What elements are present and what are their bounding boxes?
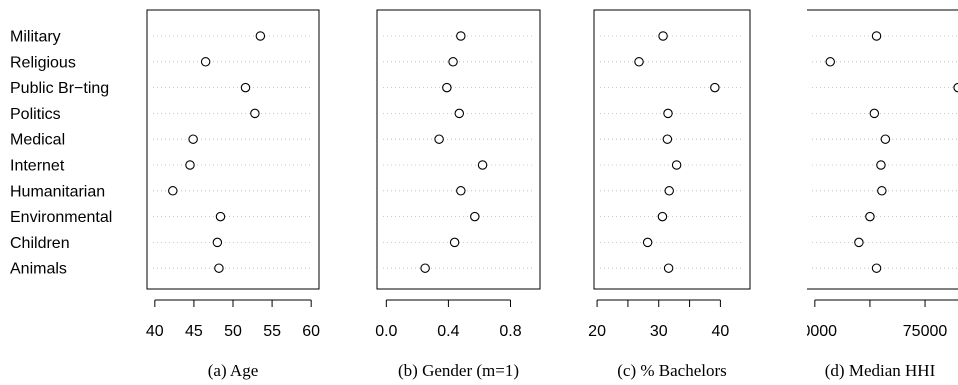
x-tick-label: 50000 <box>793 323 838 340</box>
data-point <box>658 31 668 41</box>
data-point <box>877 186 887 196</box>
data-point <box>477 160 488 170</box>
data-point <box>865 211 875 222</box>
data-point <box>825 57 835 67</box>
data-point <box>710 82 720 93</box>
data-point <box>215 211 226 222</box>
category-label: Public Br−ting <box>10 80 109 97</box>
category-label: Children <box>10 235 70 252</box>
data-point <box>448 57 458 67</box>
data-point <box>454 108 465 119</box>
panel-c: 20 30 40 <box>588 9 751 340</box>
data-point <box>869 108 880 119</box>
x-tick-label: 0.8 <box>499 323 521 340</box>
data-point <box>876 160 886 170</box>
data-point <box>168 186 178 196</box>
category-label: Environmental <box>10 209 112 226</box>
panel-caption: (c) % Bachelors <box>617 361 727 380</box>
data-point <box>434 134 444 144</box>
data-point <box>442 82 452 93</box>
x-tick-label: 20 <box>588 323 606 340</box>
data-point <box>449 237 460 248</box>
category-label: Animals <box>10 261 67 278</box>
data-point <box>664 186 674 196</box>
panel-caption: (a) Age <box>208 361 259 380</box>
data-point <box>663 263 674 273</box>
data-point <box>871 31 882 41</box>
x-tick-label: 75000 <box>903 323 948 340</box>
data-point <box>214 263 224 273</box>
data-point <box>642 237 653 248</box>
data-point <box>663 108 673 119</box>
x-tick-label: 0.0 <box>375 323 397 340</box>
category-label: Military <box>10 29 61 46</box>
data-point <box>456 186 466 196</box>
data-point <box>953 82 958 93</box>
data-point <box>854 237 864 248</box>
x-tick-label: 40 <box>712 323 730 340</box>
panel-a: 40 45 50 55 60 <box>146 9 320 340</box>
plot-frame <box>807 9 958 290</box>
panel-caption: (d) Median HHI <box>825 361 936 380</box>
category-label: Religious <box>10 54 76 71</box>
data-point <box>255 31 266 41</box>
data-point <box>200 57 211 67</box>
x-tick-label: 60 <box>302 323 320 340</box>
data-point <box>212 237 223 248</box>
data-point <box>240 82 251 93</box>
x-tick-label: 45 <box>185 323 203 340</box>
category-label: Internet <box>10 158 65 175</box>
plot-frame <box>146 9 320 290</box>
panel-d: 50000 75000 <box>793 9 958 340</box>
x-tick-label: 30 <box>650 323 668 340</box>
data-point <box>871 263 882 273</box>
data-point <box>671 160 682 170</box>
data-point <box>470 211 480 222</box>
data-point <box>185 160 195 170</box>
category-label: Humanitarian <box>10 183 105 200</box>
panel-b: 0.0 0.4 0.8 <box>375 9 541 340</box>
plot-frame <box>376 9 541 290</box>
x-tick-label: 0.4 <box>437 323 459 340</box>
category-label: Medical <box>10 132 65 149</box>
panel-caption: (b) Gender (m=1) <box>398 361 519 380</box>
plot-frame <box>593 9 751 290</box>
data-point <box>662 134 673 144</box>
x-tick-label: 50 <box>224 323 242 340</box>
category-label: Politics <box>10 106 61 123</box>
data-point <box>188 134 198 144</box>
x-tick-label: 40 <box>146 323 164 340</box>
data-point <box>880 134 891 144</box>
data-point <box>657 211 668 222</box>
data-point <box>420 263 430 273</box>
data-point <box>634 57 644 67</box>
data-point <box>456 31 466 41</box>
data-point <box>250 108 260 119</box>
x-tick-label: 55 <box>263 323 281 340</box>
